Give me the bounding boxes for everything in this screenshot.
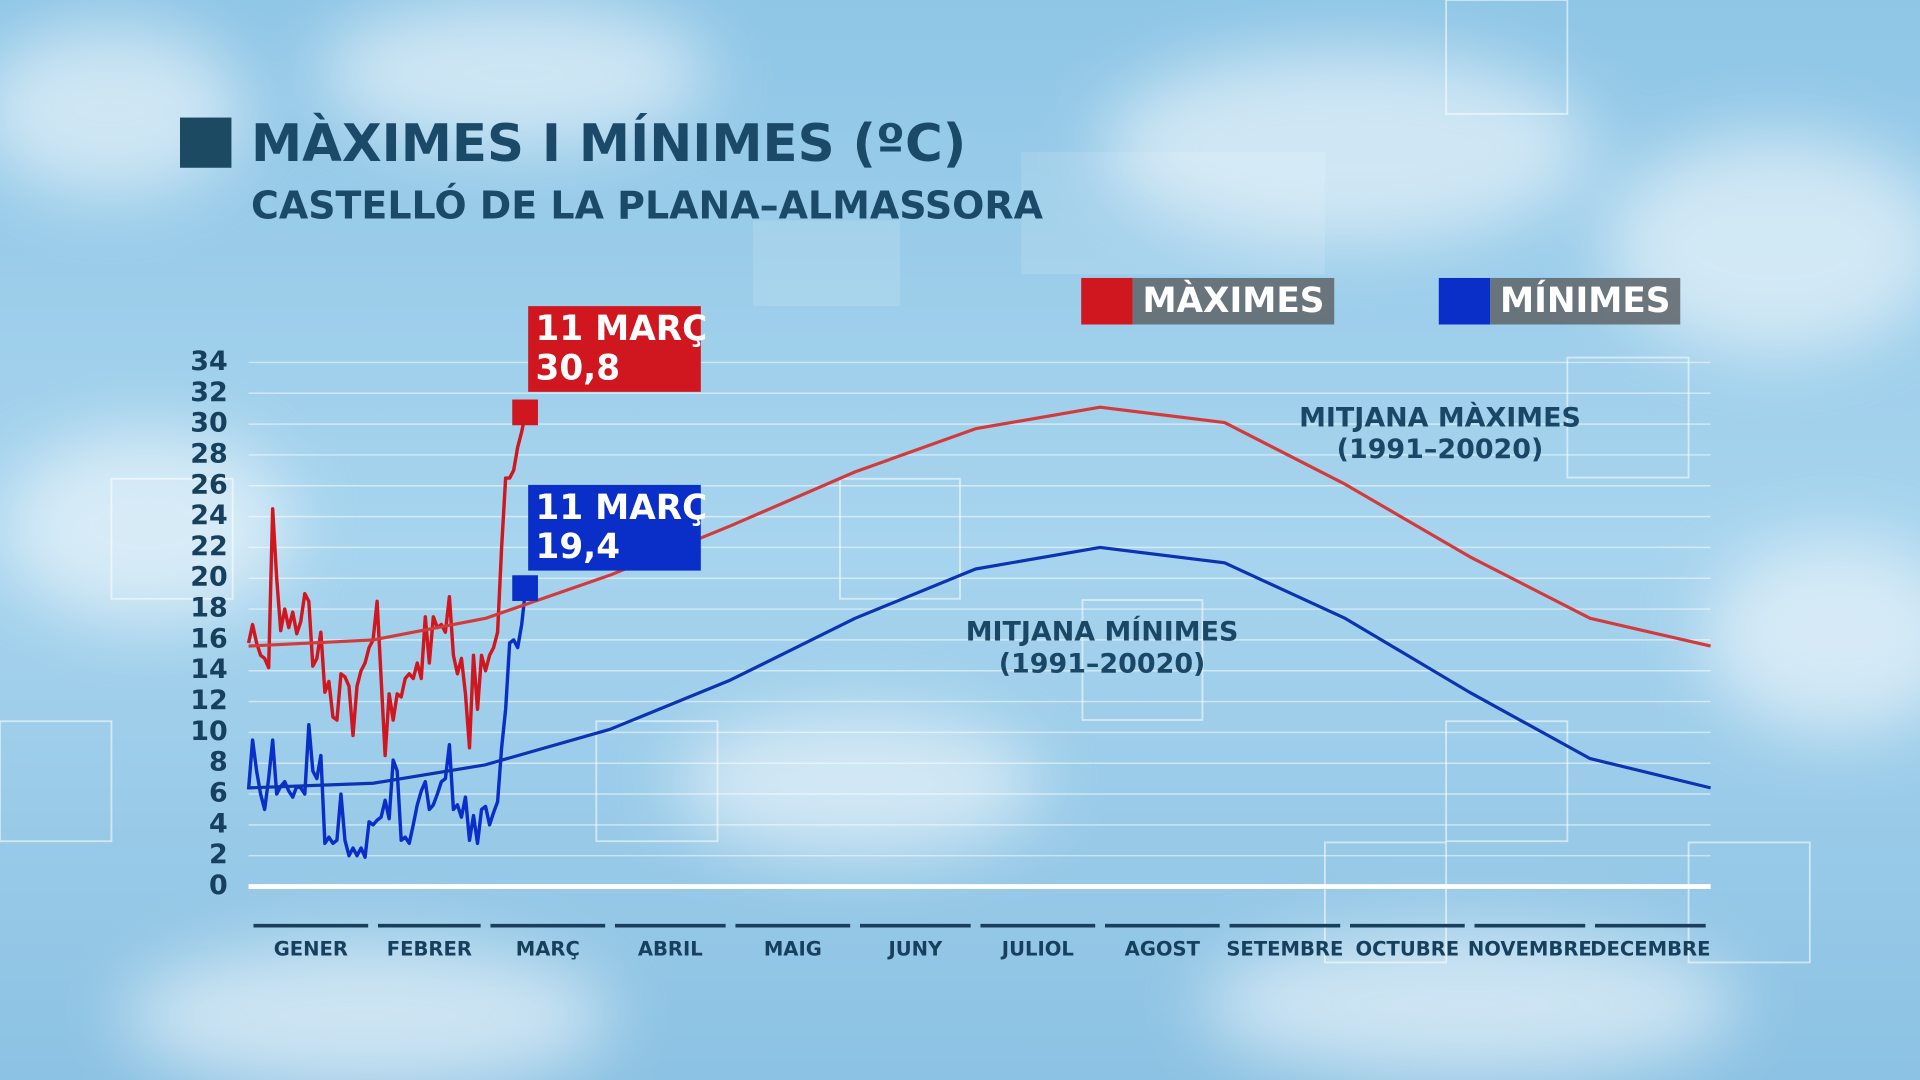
x-tick-label: OCTUBRE	[1356, 938, 1460, 961]
y-tick-label: 10	[190, 716, 227, 747]
y-tick-label: 8	[209, 747, 228, 778]
series-line	[248, 405, 1711, 648]
y-tick-label: 28	[190, 438, 227, 469]
annotation-marker	[512, 399, 538, 426]
annotation-box	[528, 484, 701, 571]
x-tick-label: MARÇ	[516, 938, 580, 961]
x-tick-label: GENER	[274, 938, 348, 961]
annotation-marker	[512, 575, 538, 601]
series-line	[246, 587, 528, 859]
y-tick-label: 20	[190, 562, 227, 593]
x-tick-label: MAIG	[764, 938, 822, 961]
y-tick-label: 2	[209, 839, 228, 870]
series-line	[246, 411, 528, 758]
legend-label: MÍNIMES	[1500, 280, 1670, 321]
x-tick-label: DECEMBRE	[1590, 938, 1710, 961]
y-tick-label: 34	[190, 346, 227, 377]
y-tick-label: 6	[209, 778, 228, 809]
series-label: MITJANA MÀXIMES	[1299, 401, 1581, 433]
series-period: (1991–20020)	[999, 648, 1206, 679]
y-tick-label: 22	[190, 531, 227, 562]
legend-swatch	[1081, 277, 1133, 325]
annotation-value: 19,4	[536, 527, 621, 567]
y-tick-label: 32	[190, 377, 227, 408]
y-tick-label: 14	[190, 654, 227, 685]
y-tick-label: 24	[190, 500, 227, 531]
y-tick-label: 12	[190, 685, 227, 716]
legend-box	[1490, 277, 1681, 325]
y-tick-label: 30	[190, 408, 227, 439]
y-tick-label: 26	[190, 469, 227, 500]
annotation-date: 11 MARÇ	[536, 309, 708, 349]
annotation-date: 11 MARÇ	[536, 488, 708, 528]
y-tick-label: 4	[209, 808, 228, 839]
x-tick-label: JUNY	[886, 938, 943, 961]
y-tick-label: 0	[209, 870, 228, 901]
legend-label: MÀXIMES	[1142, 280, 1324, 321]
annotation-value: 30,8	[536, 348, 621, 388]
decor-tiles	[753, 151, 1325, 307]
x-tick-label: AGOST	[1125, 938, 1201, 961]
x-tick-label: JULIOL	[1000, 938, 1074, 961]
x-tick-label: SETEMBRE	[1226, 938, 1343, 961]
legend-swatch	[1438, 277, 1491, 325]
y-tick-label: 18	[190, 593, 227, 624]
x-tick-label: ABRIL	[638, 938, 703, 961]
chart-title: MÀXIMES I MÍNIMES (ºC)	[251, 113, 966, 174]
legend-box	[1132, 277, 1335, 325]
x-tick-label: NOVEMBRE	[1468, 938, 1592, 961]
x-tick-label: FEBRER	[387, 938, 472, 961]
annotation-box	[528, 306, 701, 392]
chart-subtitle: CASTELLÓ DE LA PLANA–ALMASSORA	[251, 184, 1044, 228]
series-period: (1991–20020)	[1337, 434, 1544, 465]
y-tick-label: 16	[190, 623, 227, 654]
title-marker	[180, 117, 232, 168]
series-label: MITJANA MÍNIMES	[966, 616, 1239, 648]
series-line	[248, 545, 1711, 790]
